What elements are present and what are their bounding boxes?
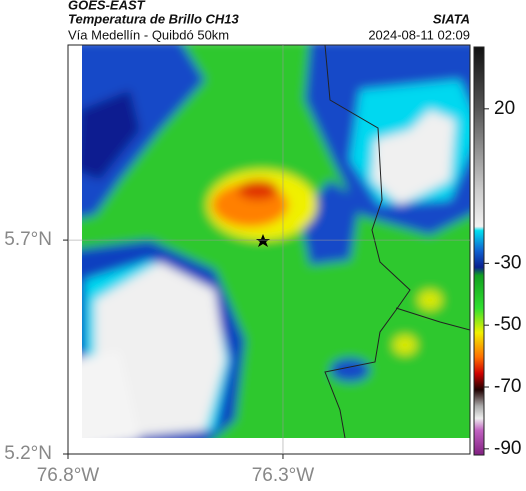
colorbar bbox=[473, 46, 485, 456]
colorbar-tick-label: 20 bbox=[494, 98, 515, 119]
location-marker bbox=[256, 234, 270, 247]
colorbar-tick-label: -30 bbox=[494, 252, 521, 273]
source: SIATA bbox=[433, 11, 470, 26]
timestamp: 2024-08-11 02:09 bbox=[368, 27, 470, 42]
x-tick-label: 76.3°W bbox=[252, 465, 315, 486]
title: GOES-EAST bbox=[68, 0, 146, 12]
axes: 76.8°W 76.3°W 5.7°N 5.2°N 20 -30 -50 -70 -90 bbox=[4, 45, 521, 486]
region: Vía Medellín - Quibdó 50km bbox=[68, 27, 229, 42]
colorbar-tick-label: -50 bbox=[494, 314, 521, 335]
y-tick-label: 5.7°N bbox=[4, 229, 52, 250]
subtitle: Temperatura de Brillo CH13 bbox=[68, 11, 240, 26]
x-tick-label: 76.8°W bbox=[37, 465, 100, 486]
colorbar-tick-label: -70 bbox=[494, 376, 521, 397]
map-frame bbox=[67, 44, 471, 455]
satellite-image bbox=[82, 45, 470, 438]
colorbar-tick-label: -90 bbox=[494, 438, 521, 459]
boundary bbox=[324, 45, 470, 438]
y-tick-label: 5.2°N bbox=[4, 443, 52, 464]
